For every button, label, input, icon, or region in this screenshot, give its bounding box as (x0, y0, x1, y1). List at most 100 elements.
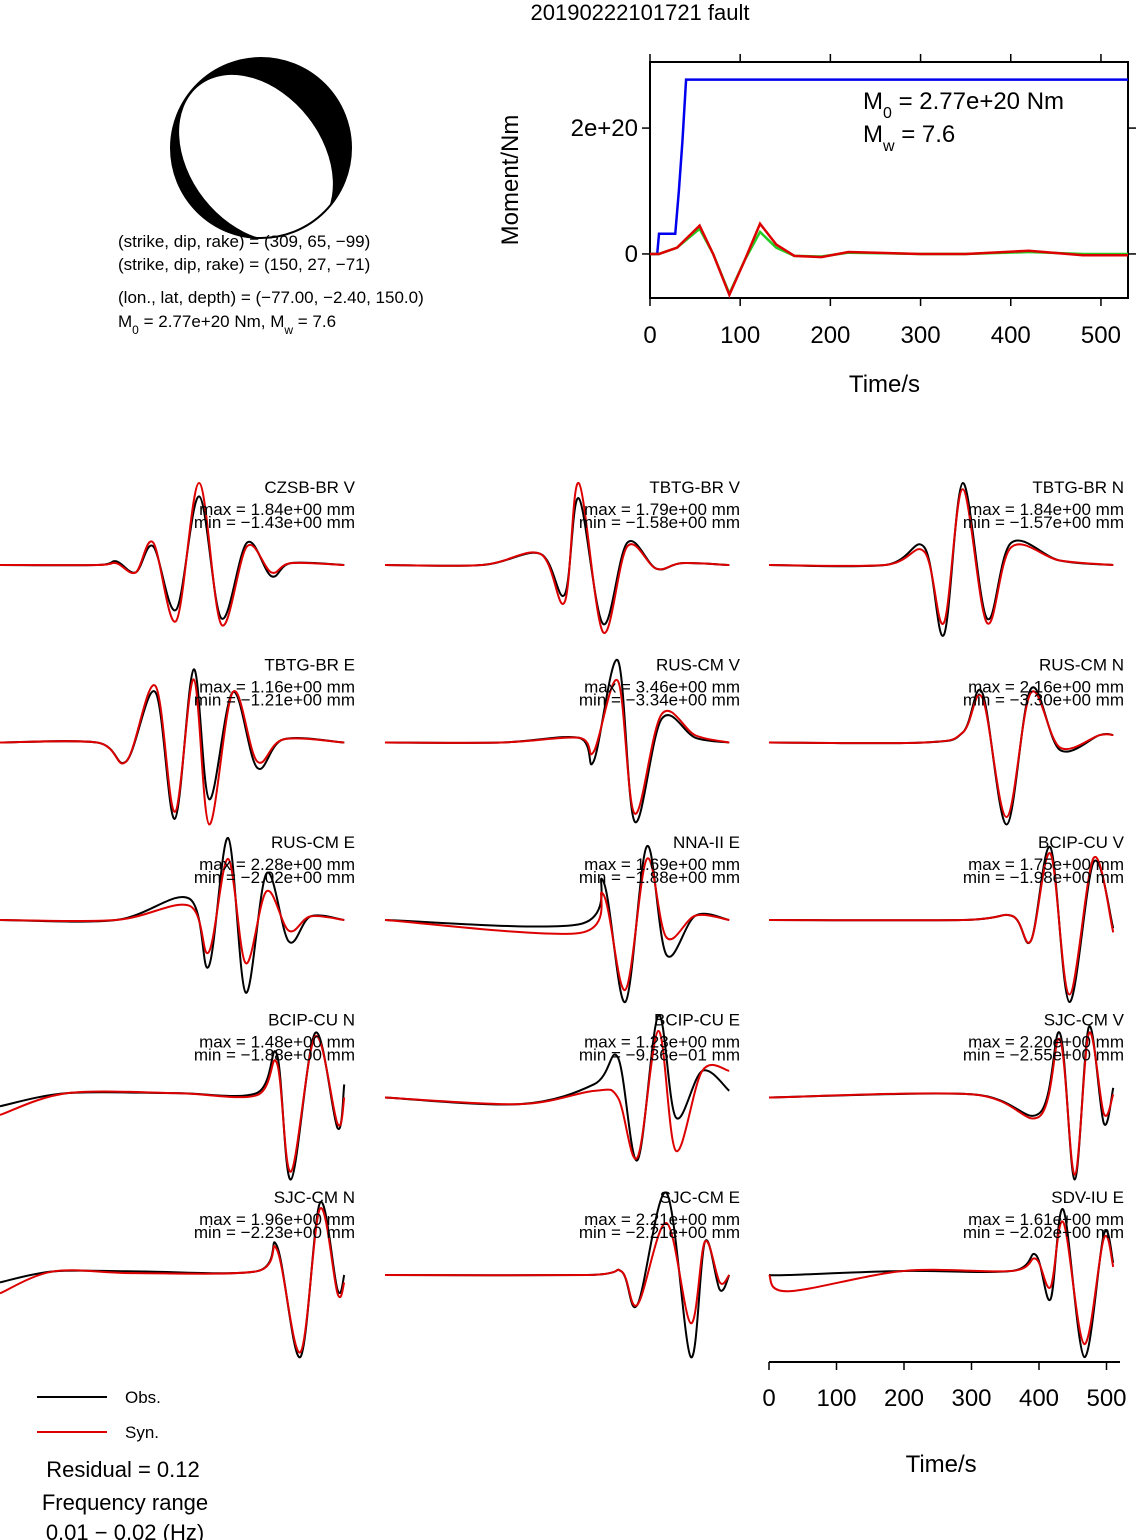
x-tick-label: 500 (1086, 1385, 1126, 1412)
x-tick-label: 300 (901, 322, 941, 349)
y-tick-label: 2e+20 (571, 115, 638, 142)
max-label: max = 1.79e+00 mm (584, 500, 740, 519)
x-tick-label: 100 (816, 1385, 856, 1412)
x-tick-label: 500 (1081, 322, 1121, 349)
min-label: min = −1.88e+00 mm (579, 868, 740, 887)
residual: Residual = 0.12 (46, 1457, 200, 1482)
x-tick-label: 300 (951, 1385, 991, 1412)
text-part: = 7.6 (895, 121, 956, 148)
legend-label: Syn. (125, 1423, 159, 1442)
min-label: min = −1.21e+00 mm (194, 691, 355, 710)
synthetic-trace (768, 1031, 1115, 1176)
station-label: BCIP-CU V (1038, 833, 1125, 852)
max-label: max = 1.96e+00 mm (199, 1210, 355, 1229)
x-tick-label: 200 (810, 322, 850, 349)
max-label: max = 2.21e+00 mm (584, 1210, 740, 1229)
station-label: BCIP-CU E (654, 1011, 740, 1030)
station-label: SDV-IU E (1051, 1188, 1124, 1207)
station-label: TBTG-BR E (264, 656, 355, 675)
max-label: max = 1.23e+00 mm (584, 1033, 740, 1052)
min-label: min = −9.36e−01 mm (579, 1046, 740, 1065)
beachball (170, 57, 352, 239)
max-label: max = 2.28e+00 mm (199, 855, 355, 874)
synthetic-trace (384, 679, 730, 815)
title: 20190222101721 fault (531, 0, 750, 25)
legend-label: Obs. (125, 1388, 161, 1407)
x-tick-label: 0 (762, 1385, 775, 1412)
min-label: min = −2.55e+00 mm (963, 1046, 1124, 1065)
annotation-mw: Mw = 7.6 (863, 121, 955, 155)
subscript: 0 (132, 323, 139, 337)
x-axis-label: Time/s (849, 371, 920, 398)
min-label: min = −2.23e+00 mm (194, 1223, 355, 1242)
min-label: min = −2.02e+00 mm (194, 868, 355, 887)
observed-trace (768, 1208, 1115, 1359)
observed-trace (0, 836, 345, 994)
station-label: TBTG-BR V (649, 478, 740, 497)
min-label: min = −1.98e+00 mm (963, 868, 1124, 887)
synthetic-trace (0, 857, 345, 965)
synthetic-trace (384, 1029, 730, 1160)
plot-frame (649, 61, 1129, 299)
x-tick-label: 200 (884, 1385, 924, 1412)
text-part: = 7.6 (293, 312, 336, 331)
station-label: NNA-II E (673, 833, 740, 852)
moment-text: M0 = 2.77e+20 Nm, Mw = 7.6 (118, 312, 336, 337)
moment-line (650, 78, 1128, 256)
station-label: SJC-CM E (660, 1188, 740, 1207)
text-part: M (863, 121, 883, 148)
observed-trace (768, 481, 1114, 637)
synthetic-trace (768, 690, 1114, 819)
synthetic-trace (768, 852, 1115, 996)
text-part: M (863, 88, 883, 115)
station-label: RUS-CM N (1039, 656, 1124, 675)
station-label: RUS-CM E (271, 833, 355, 852)
synthetic-trace (384, 1222, 731, 1325)
y-axis-label: Moment/Nm (497, 115, 524, 246)
max-label: max = 1.84e+00 mm (199, 500, 355, 519)
synthetic-trace (768, 1220, 1115, 1346)
annotation-m0: M0 = 2.77e+20 Nm (863, 88, 1064, 122)
min-label: min = −1.88e+00 mm (194, 1046, 355, 1065)
plane2-text: (strike, dip, rake) = (150, 27, −71) (118, 255, 370, 274)
frequency-title: Frequency range (42, 1490, 208, 1515)
min-label: min = −2.02e+00 mm (963, 1223, 1124, 1242)
synthetic-trace (768, 488, 1114, 625)
frequency-range: 0.01 − 0.02 (Hz) (46, 1520, 204, 1540)
station-label: SJC-CM V (1044, 1011, 1125, 1030)
synthetic-trace (384, 857, 730, 991)
max-label: max = 2.20e+00 mm (968, 1033, 1124, 1052)
min-label: min = −3.30e+00 mm (963, 691, 1124, 710)
min-label: min = −1.43e+00 mm (194, 513, 355, 532)
max-label: max = 1.16e+00 mm (199, 678, 355, 697)
moment-line (650, 221, 1128, 299)
x-tick-label: 400 (1019, 1385, 1059, 1412)
station-label: CZSB-BR V (264, 478, 355, 497)
min-label: min = −1.58e+00 mm (579, 513, 740, 532)
x-axis-label: Time/s (906, 1451, 977, 1478)
moment-line (650, 226, 1128, 297)
y-tick-label: 0 (625, 241, 638, 268)
max-label: max = 1.48e+00 mm (199, 1033, 355, 1052)
synthetic-trace (0, 481, 345, 627)
subscript: w (283, 323, 293, 337)
synthetic-trace (0, 1035, 346, 1173)
max-label: max = 1.75e+00 mm (968, 855, 1124, 874)
max-label: max = 2.16e+00 mm (968, 678, 1124, 697)
text-part: = 2.77e+20 Nm (892, 88, 1064, 115)
synthetic-trace (384, 481, 730, 634)
station-label: RUS-CM V (656, 656, 741, 675)
synthetic-trace (0, 1207, 346, 1354)
station-label: BCIP-CU N (268, 1011, 355, 1030)
max-label: max = 3.46e+00 mm (584, 678, 740, 697)
x-tick-label: 400 (991, 322, 1031, 349)
x-tick-label: 100 (720, 322, 760, 349)
min-label: min = −3.34e+00 mm (579, 691, 740, 710)
max-label: max = 1.61e+00 mm (968, 1210, 1124, 1229)
text-part: = 2.77e+20 Nm, M (139, 312, 285, 331)
x-tick-label: 0 (643, 322, 656, 349)
location-text: (lon., lat, depth) = (−77.00, −2.40, 150… (118, 288, 424, 307)
max-label: max = 1.84e+00 mm (968, 500, 1124, 519)
min-label: min = −2.21e+00 mm (579, 1223, 740, 1242)
